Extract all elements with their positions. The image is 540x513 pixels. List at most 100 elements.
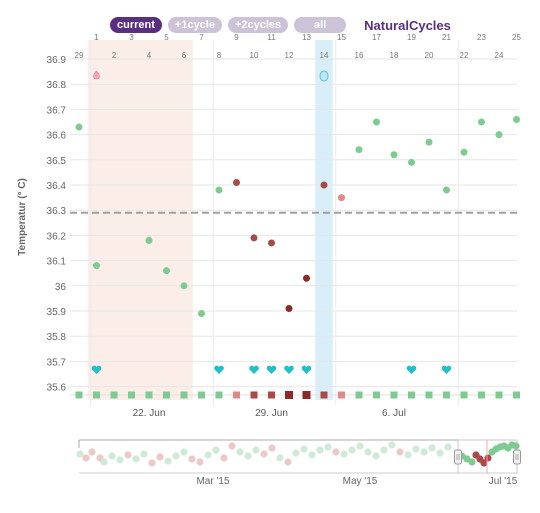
tab-current[interactable]: current xyxy=(110,17,162,33)
day-marker xyxy=(93,391,100,399)
day-label: 21 xyxy=(442,33,451,42)
temperature-point xyxy=(478,118,485,126)
day-marker xyxy=(75,391,83,399)
history-point xyxy=(364,448,372,456)
day-label: 17 xyxy=(372,33,381,42)
history-point xyxy=(220,454,228,462)
temperature-point xyxy=(390,151,398,159)
day-label: 24 xyxy=(495,51,504,60)
day-marker xyxy=(373,391,380,399)
x-date-label: 6. Jul xyxy=(382,408,406,419)
temperature-point xyxy=(233,178,240,186)
temperature-point xyxy=(163,267,170,275)
x-date-label: 29. Jun xyxy=(255,408,288,419)
heart-icon xyxy=(284,365,294,374)
y-tick-label: 36.6 xyxy=(47,131,67,142)
history-point xyxy=(116,456,124,464)
heart-icon xyxy=(301,365,312,374)
day-marker xyxy=(268,391,275,399)
navigator-label: Jul '15 xyxy=(489,476,518,487)
recent-point xyxy=(484,454,492,462)
history-point xyxy=(292,449,300,457)
history-point xyxy=(420,448,428,456)
day-marker xyxy=(390,391,398,399)
temperature-point xyxy=(460,148,468,156)
day-label: 9 xyxy=(234,33,239,42)
y-tick-label: 35.9 xyxy=(47,307,67,318)
history-point xyxy=(276,454,284,462)
history-point xyxy=(82,454,90,462)
day-label: 10 xyxy=(250,51,259,60)
day-label: 14 xyxy=(320,51,329,60)
temperature-point xyxy=(180,282,188,290)
day-marker xyxy=(478,391,485,399)
navigator-handle-right[interactable] xyxy=(513,449,521,465)
day-marker xyxy=(145,391,153,399)
day-marker xyxy=(302,391,311,399)
tab-plus-1-cycle[interactable]: +1cycle xyxy=(167,17,222,33)
history-point xyxy=(140,450,148,458)
day-label: 29 xyxy=(75,51,84,60)
tab-plus-2-cycles[interactable]: +2cycles xyxy=(227,17,289,33)
day-label: 8 xyxy=(217,51,222,60)
day-label: 23 xyxy=(477,33,486,42)
navigator-label: Mar '15 xyxy=(196,476,229,487)
history-point xyxy=(124,451,132,459)
day-label: 18 xyxy=(390,51,399,60)
history-point xyxy=(172,452,180,460)
y-tick-label: 36.8 xyxy=(47,80,67,91)
day-marker xyxy=(460,391,468,399)
history-point xyxy=(204,451,212,459)
y-tick-label: 35.6 xyxy=(47,383,67,394)
temperature-point xyxy=(198,310,205,318)
history-point xyxy=(356,442,364,450)
history-point xyxy=(388,441,396,449)
history-point xyxy=(236,448,244,456)
y-tick-label: 36.2 xyxy=(47,231,67,242)
heart-icon xyxy=(249,365,259,374)
temperature-point xyxy=(495,131,503,139)
temperature-point xyxy=(268,239,275,247)
navigator-label: May '15 xyxy=(343,476,378,487)
day-label: 7 xyxy=(199,33,204,42)
day-marker xyxy=(250,391,258,399)
history-point xyxy=(88,448,96,456)
day-marker xyxy=(425,391,433,399)
history-point xyxy=(300,445,308,453)
day-marker xyxy=(233,391,240,399)
temperature-point xyxy=(93,262,100,270)
day-marker xyxy=(180,391,188,399)
period-band xyxy=(87,40,193,400)
history-point xyxy=(100,458,108,466)
history-point xyxy=(428,444,436,452)
temperature-point xyxy=(443,186,450,194)
tab-all[interactable]: all xyxy=(294,17,347,33)
ovulation-band xyxy=(315,40,333,400)
day-label: 5 xyxy=(164,33,169,42)
history-point xyxy=(444,443,452,451)
heart-icon xyxy=(266,365,277,374)
history-point xyxy=(348,446,356,454)
temperature-point xyxy=(355,146,363,154)
day-label: 4 xyxy=(147,51,152,60)
history-point xyxy=(308,451,316,459)
history-point xyxy=(340,450,348,458)
temperature-point xyxy=(215,186,223,194)
day-label: 2 xyxy=(112,51,117,60)
navigator-handle-left[interactable] xyxy=(454,449,462,465)
history-point xyxy=(396,448,404,456)
history-point xyxy=(260,450,268,458)
history-point xyxy=(108,452,116,460)
history-point xyxy=(180,448,188,456)
day-marker xyxy=(338,391,345,399)
temperature-point xyxy=(373,118,380,126)
temperature-point xyxy=(303,274,310,282)
history-point xyxy=(380,446,388,454)
day-marker xyxy=(320,391,328,399)
day-marker xyxy=(495,391,503,399)
handle-grip xyxy=(454,449,462,465)
x-date-label: 22. Jun xyxy=(133,408,166,419)
day-marker xyxy=(355,391,363,399)
history-point xyxy=(332,448,340,456)
day-label: 13 xyxy=(302,33,311,42)
